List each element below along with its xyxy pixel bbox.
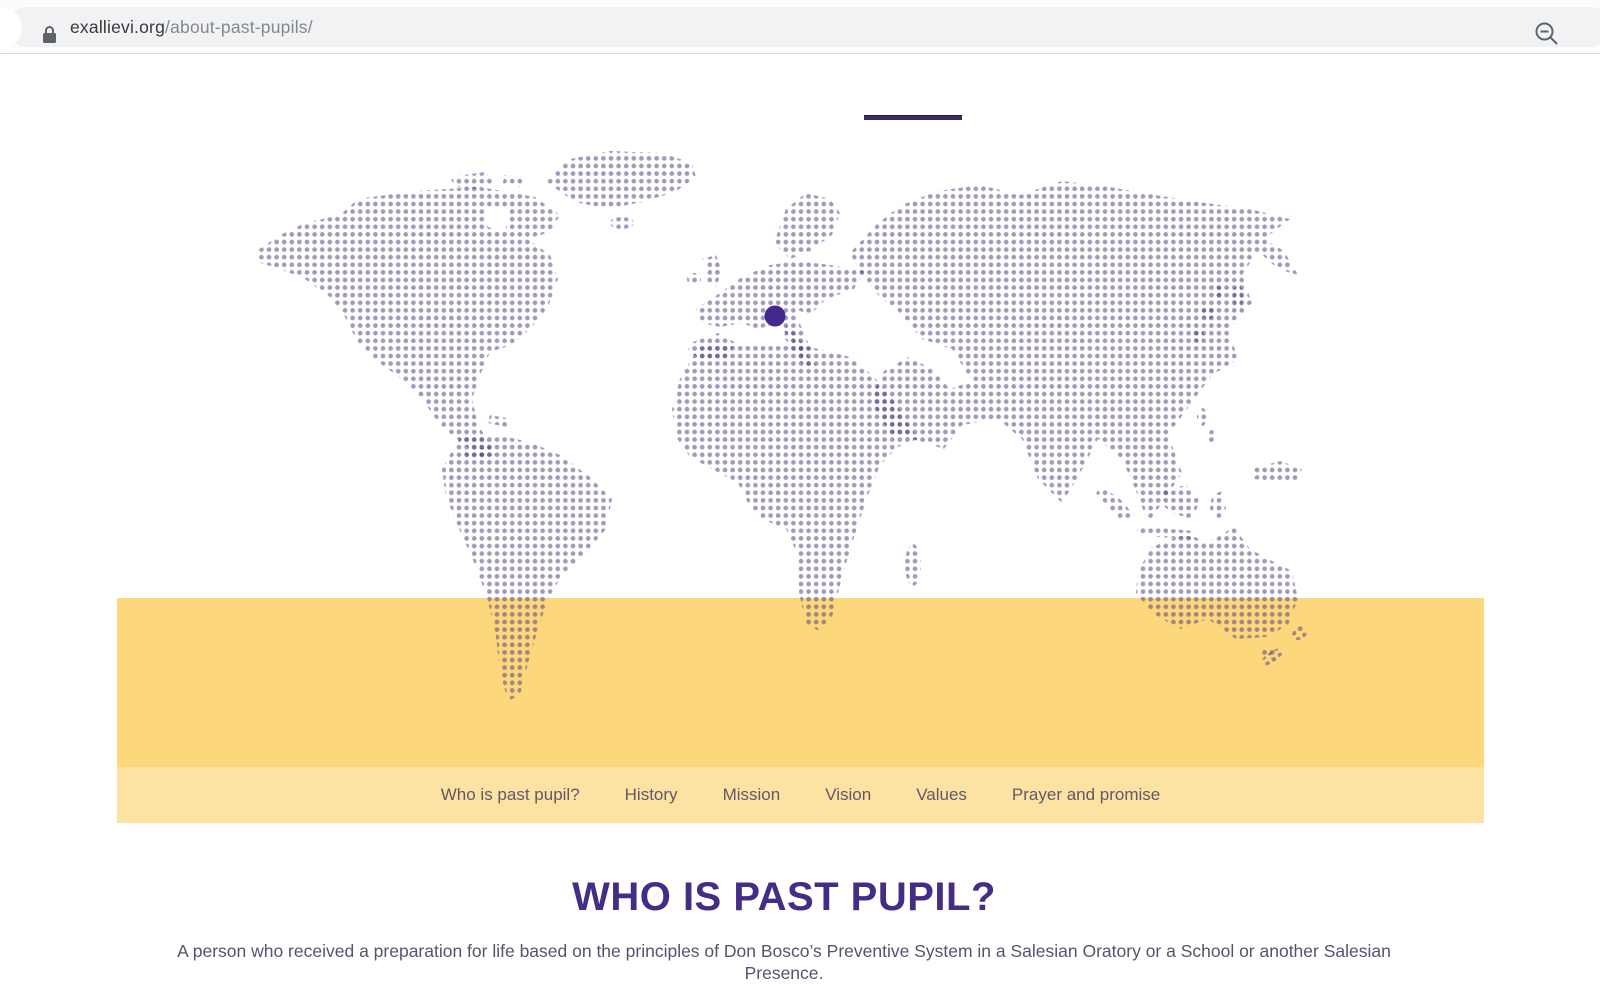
nav-item-mission[interactable]: Mission <box>722 785 781 804</box>
location-marker-dot[interactable] <box>764 305 786 327</box>
url-bar[interactable]: exallievi.org/about-past-pupils/ <box>6 7 1600 47</box>
url-domain: exallievi.org <box>70 16 166 37</box>
nav-item-values[interactable]: Values <box>916 785 967 804</box>
nav-item-prayer-and-promise[interactable]: Prayer and promise <box>1011 785 1161 804</box>
scrolled-header-accent <box>864 115 962 120</box>
page-content: Who is past pupil? History Mission Visio… <box>0 55 1600 983</box>
section-heading: WHO IS PAST PUPIL? <box>572 875 996 919</box>
section-description: A person who received a preparation for … <box>177 941 1391 983</box>
nav-item-history[interactable]: History <box>624 785 678 804</box>
url-text: exallievi.org/about-past-pupils/ <box>70 7 313 47</box>
browser-toolbar: exallievi.org/about-past-pupils/ <box>0 0 1600 54</box>
nav-item-who-is-past-pupil[interactable]: Who is past pupil? <box>440 785 580 804</box>
reload-button[interactable] <box>0 7 22 49</box>
lock-icon[interactable] <box>42 20 58 48</box>
nav-item-vision[interactable]: Vision <box>825 785 872 804</box>
zoom-out-icon[interactable] <box>1533 20 1563 48</box>
section-nav: Who is past pupil? History Mission Visio… <box>117 767 1484 823</box>
url-path: /about-past-pupils/ <box>165 16 313 37</box>
